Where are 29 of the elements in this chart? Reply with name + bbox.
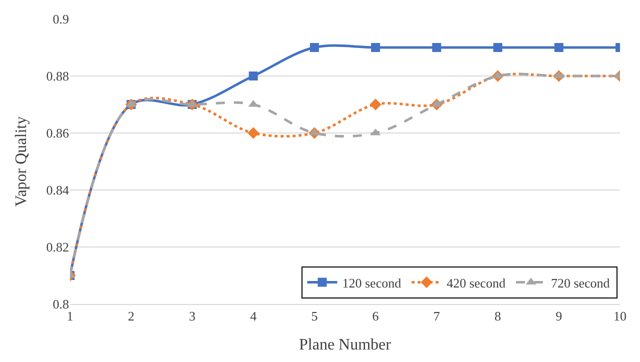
x-tick-label: 3 xyxy=(188,308,196,324)
y-axis-title: Vapor Quality xyxy=(13,116,30,207)
legend-label: 720 second xyxy=(550,275,610,290)
x-tick-label: 10 xyxy=(614,308,626,324)
x-tick-label: 2 xyxy=(128,308,134,324)
x-tick-label: 6 xyxy=(372,308,380,324)
x-tick-label: 8 xyxy=(494,308,502,324)
point xyxy=(554,43,564,52)
legend-label: 120 second xyxy=(342,275,402,290)
x-tick-label: 7 xyxy=(433,308,440,324)
point xyxy=(432,43,442,52)
point xyxy=(371,43,380,52)
x-tick-label: 5 xyxy=(311,308,318,324)
x-tick-label: 1 xyxy=(66,308,74,324)
point xyxy=(248,72,258,80)
y-tick-label: 0.88 xyxy=(46,68,69,84)
x-tick-label: 4 xyxy=(250,308,258,324)
y-tick-label: 0.82 xyxy=(46,240,69,255)
y-tick-label: 0.8 xyxy=(52,296,69,312)
point xyxy=(493,43,502,52)
point xyxy=(247,127,260,139)
x-axis-title: Plane Number xyxy=(299,336,392,354)
legend-label: 420 second xyxy=(446,275,506,290)
y-tick-label: 0.9 xyxy=(52,12,69,27)
point xyxy=(310,43,319,52)
y-tick-label: 0.84 xyxy=(46,182,70,198)
point xyxy=(370,98,382,110)
y-tick-label: 0.86 xyxy=(46,126,70,141)
x-tick-label: 9 xyxy=(556,308,562,324)
